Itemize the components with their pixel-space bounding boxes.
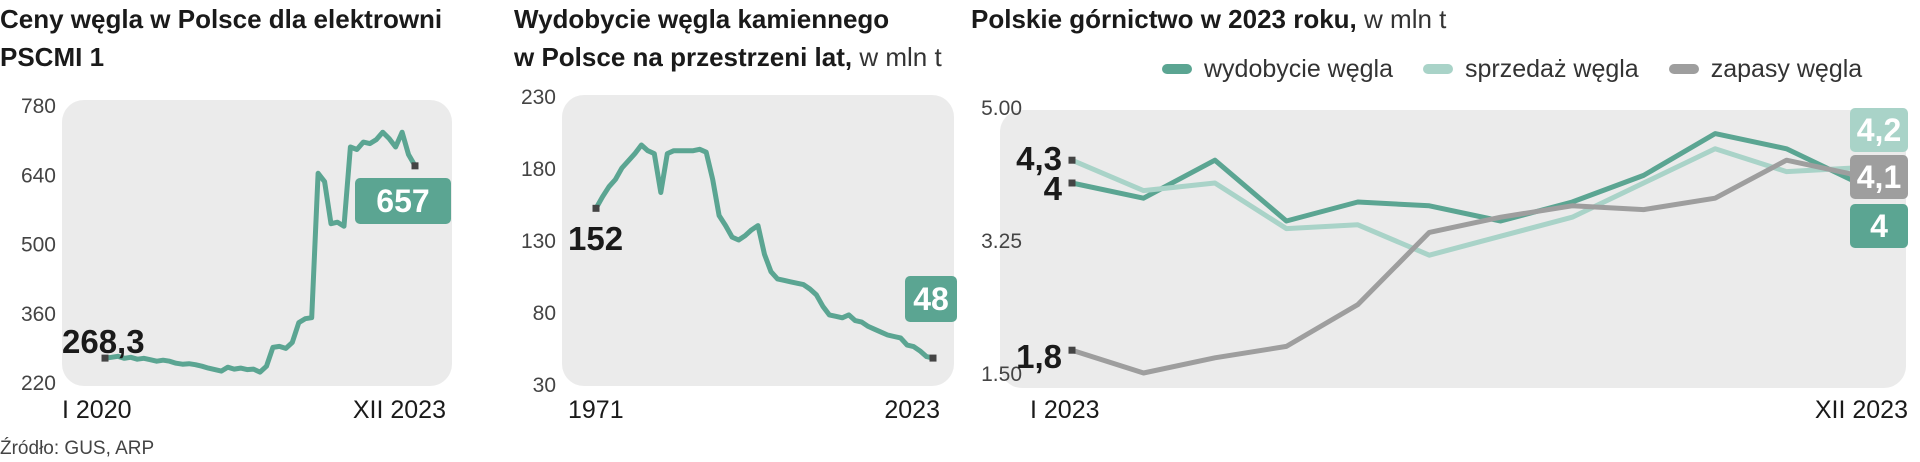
chart3-end-badge-box (1850, 204, 1908, 248)
chart3-start-marker (1068, 156, 1076, 164)
chart2-panel (562, 95, 954, 386)
chart2-ytick-label: 230 (521, 86, 556, 109)
chart1-ytick-label: 500 (21, 234, 56, 257)
chart3-end-badge-text: 4 (1870, 208, 1888, 244)
chart3-title-line1: Polskie górnictwo w 2023 roku, (971, 4, 1357, 34)
chart1-start-label: 268,3 (62, 323, 145, 360)
chart1-ytick-label: 780 (21, 95, 56, 118)
chart2-end-badge-text: 48 (913, 281, 949, 317)
chart2-ytick-label: 130 (521, 230, 556, 253)
chart3-series-line (1069, 146, 1861, 258)
legend-swatch-sprzedaz (1423, 64, 1453, 74)
chart3-xtick-label: XII 2023 (1815, 396, 1908, 424)
chart2-start-label: 152 (568, 220, 623, 257)
chart2-title-line2: w Polsce na przestrzeni lat, (514, 42, 853, 72)
chart2-ytick-label: 80 (533, 302, 556, 325)
chart3-start-marker (1068, 179, 1076, 187)
chart1-series-line (102, 129, 418, 375)
chart2-series-line (593, 142, 936, 361)
chart3-start-marker (1068, 346, 1076, 354)
chart1-ytick-label: 220 (21, 372, 56, 395)
chart2-xtick-label: 1971 (568, 396, 624, 424)
chart3-title: Polskie górnictwo w 2023 roku, w mln t (971, 0, 1446, 38)
legend-label-sprzedaz: sprzedaż węgla (1465, 54, 1639, 83)
chart1-ytick-label: 360 (21, 303, 56, 326)
chart1-title-line2: PSCMI 1 (0, 42, 105, 72)
chart1-end-marker (411, 162, 419, 170)
chart1-xtick-label: XII 2023 (353, 396, 446, 424)
chart1-end-badge-box (355, 178, 451, 224)
chart3-ytick-label: 1.50 (981, 363, 1022, 386)
legend-swatch-zapasy (1668, 64, 1699, 74)
chart1-end-badge-text: 657 (376, 183, 429, 219)
chart2-end-marker (929, 354, 937, 362)
chart3-start-label: 1,8 (1016, 338, 1062, 375)
legend-item-wydobycie: wydobycie węgla (1162, 55, 1393, 84)
legend-label-zapasy: zapasy węgla (1710, 54, 1863, 83)
chart2-title-unit: w mln t (859, 42, 942, 72)
chart1-xtick-label: I 2020 (62, 396, 132, 424)
chart3-series-line (1069, 157, 1861, 376)
chart3-xtick-label: I 2023 (1030, 396, 1100, 424)
chart3-series-line (1069, 131, 1861, 224)
chart1-title: Ceny węgla w Polsce dla elektrowni PSCMI… (0, 0, 442, 76)
chart2-xtick-label: 2023 (884, 396, 940, 424)
chart3-end-badge-text: 4,2 (1857, 112, 1901, 148)
chart3-end-badge-text: 4,1 (1857, 159, 1901, 195)
chart2-start-marker (592, 204, 600, 212)
legend-item-sprzedaz: sprzedaż węgla (1423, 55, 1639, 84)
chart1-start-marker (101, 354, 109, 362)
legend-item-zapasy: zapasy węgla (1668, 54, 1863, 84)
chart3-ytick-label: 3.25 (981, 230, 1022, 253)
chart2-end-badge-box (905, 276, 957, 322)
chart2-ytick-label: 30 (533, 374, 556, 397)
chart2-ytick-label: 180 (521, 158, 556, 181)
chart3-legend: wydobycie węgla sprzedaż węgla zapasy wę… (1162, 52, 1862, 86)
chart2-title-line1: Wydobycie węgla kamiennego (514, 4, 890, 34)
chart1-title-line1: Ceny węgla w Polsce dla elektrowni (0, 4, 443, 34)
source-note: Źródło: GUS, ARP (0, 438, 155, 459)
chart3-start-label: 4 (1044, 170, 1063, 207)
chart3-end-badge-box (1850, 155, 1908, 199)
legend-swatch-wydobycie (1162, 64, 1192, 74)
chart3-ytick-label: 5.00 (981, 97, 1022, 120)
chart3-start-label: 4,3 (1016, 140, 1062, 177)
chart1-panel (62, 100, 452, 386)
chart3-end-badge-box (1850, 108, 1908, 152)
chart3-title-unit: w mln t (1364, 4, 1447, 34)
chart1-ytick-label: 640 (21, 164, 56, 187)
legend-label-wydobycie: wydobycie węgla (1204, 54, 1393, 83)
chart2-title: Wydobycie węgla kamiennego w Polsce na p… (514, 0, 942, 76)
